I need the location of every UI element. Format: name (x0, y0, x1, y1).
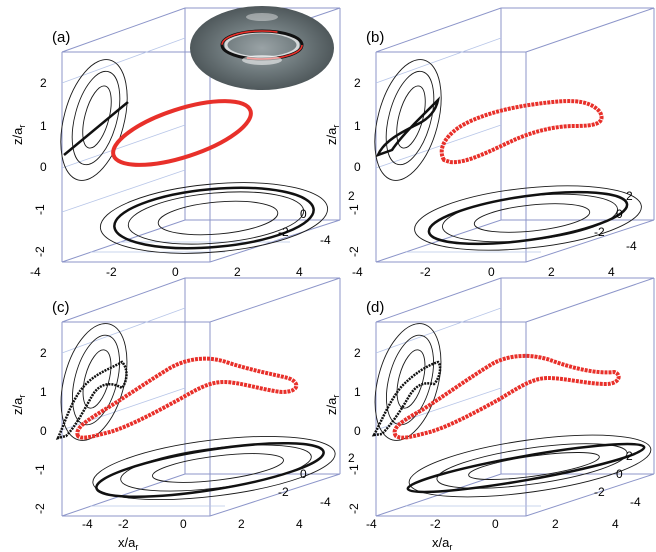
side-projection (55, 360, 128, 440)
z-tick: -2 (347, 246, 361, 257)
y-tick: 2 (626, 189, 633, 203)
side-contours (374, 59, 442, 181)
z-tick: 0 (40, 160, 47, 174)
side-contours (60, 59, 128, 181)
y-tick: -4 (626, 239, 637, 253)
z-tick: -2 (33, 503, 47, 514)
ring-trajectory (439, 99, 604, 165)
z-tick: -1 (33, 204, 47, 215)
ring-trajectory (392, 353, 621, 440)
z-axis-title: z/ar (10, 125, 27, 145)
side-projection (63, 101, 129, 156)
z-tick: 1 (40, 119, 47, 133)
z-tick: 2 (40, 76, 47, 90)
x-tick: 4 (296, 517, 303, 531)
x-axis-title: x/ar (432, 535, 452, 552)
y-tick: -2 (278, 485, 289, 499)
x-tick: 2 (552, 517, 559, 531)
side-projection (375, 96, 441, 158)
y-tick: 0 (300, 207, 307, 221)
x-tick: -4 (30, 265, 41, 279)
z-axis-title: z/ar (324, 125, 341, 145)
floor-contours (414, 185, 642, 251)
y-tick: 2 (348, 189, 355, 203)
x-tick: 0 (488, 265, 495, 279)
floor-projection (427, 190, 629, 246)
grid-lines (375, 307, 541, 507)
floor-projection (406, 442, 646, 494)
x-tick: 0 (180, 517, 187, 531)
z-tick: 0 (354, 160, 361, 174)
box-frame (375, 7, 655, 263)
y-tick: 2 (348, 451, 355, 465)
floor-projection (113, 186, 315, 250)
x-tick: 0 (172, 265, 179, 279)
z-tick: 2 (40, 346, 47, 360)
x-tick: 4 (296, 265, 303, 279)
y-tick: 0 (300, 467, 307, 481)
z-tick: 1 (354, 119, 361, 133)
panel-label: (c) (52, 299, 70, 316)
z-tick: -2 (347, 503, 361, 514)
y-tick: -2 (594, 485, 605, 499)
z-axis-title: z/ar (324, 395, 341, 415)
z-tick: -1 (347, 204, 361, 215)
x-tick: -2 (430, 517, 441, 531)
x-axis-title: x/ar (118, 535, 138, 552)
box-frame (61, 277, 341, 517)
panel-a: (a) 2 1 0 -1 -2 -4 -2 0 2 4 2 0 -2 -4 z/… (10, 6, 355, 279)
panel-label: (a) (52, 29, 70, 46)
y-tick: -4 (630, 495, 641, 509)
x-tick: -2 (106, 265, 117, 279)
z-tick: -1 (33, 464, 47, 475)
floor-contours (408, 434, 652, 498)
x-tick: 0 (492, 517, 499, 531)
ring-trajectory (75, 356, 299, 440)
grid-lines (375, 37, 541, 253)
x-tick: 4 (608, 265, 615, 279)
z-tick: 2 (354, 76, 361, 90)
box-frame (375, 277, 655, 517)
z-tick: -2 (33, 246, 47, 257)
z-tick: 1 (354, 385, 361, 399)
z-tick: -1 (347, 464, 361, 475)
y-tick: 2 (626, 449, 633, 463)
x-tick: 4 (612, 517, 619, 531)
x-tick: 2 (238, 517, 245, 531)
z-tick: 1 (40, 385, 47, 399)
x-tick: -2 (420, 265, 431, 279)
y-tick: -2 (278, 225, 289, 239)
y-tick: 0 (616, 467, 623, 481)
panel-d: (d) 2 1 0 -1 -2 -4 -2 0 2 4 2 0 -2 -4 z/… (324, 277, 655, 552)
panel-b: (b) 2 1 0 -1 -2 -4 -2 0 2 4 2 0 -2 -4 z/… (324, 7, 655, 279)
y-tick: -4 (320, 495, 331, 509)
z-tick: 0 (354, 424, 361, 438)
floor-contours (99, 182, 329, 254)
z-tick: 0 (40, 424, 47, 438)
side-projection (371, 360, 442, 437)
panel-c: (c) 2 1 0 -1 -2 -4 -2 0 2 4 2 0 -2 -4 z/… (10, 277, 355, 552)
x-tick: -4 (366, 517, 377, 531)
x-tick: 2 (548, 265, 555, 279)
torus-inset (190, 6, 334, 90)
y-tick: -4 (320, 233, 331, 247)
panel-label: (b) (366, 29, 384, 46)
panel-label: (d) (366, 299, 384, 316)
x-tick: 2 (234, 265, 241, 279)
x-tick: -2 (118, 517, 129, 531)
x-tick: -4 (82, 517, 93, 531)
z-axis-title: z/ar (10, 395, 27, 415)
floor-projection (95, 442, 325, 498)
y-tick: 0 (616, 207, 623, 221)
side-contours (60, 323, 128, 441)
y-tick: -2 (594, 225, 605, 239)
ring-trajectory (111, 99, 253, 167)
x-tick: -4 (352, 265, 363, 279)
z-tick: 2 (354, 346, 361, 360)
grid-lines (61, 37, 290, 253)
grid-lines (61, 307, 225, 507)
